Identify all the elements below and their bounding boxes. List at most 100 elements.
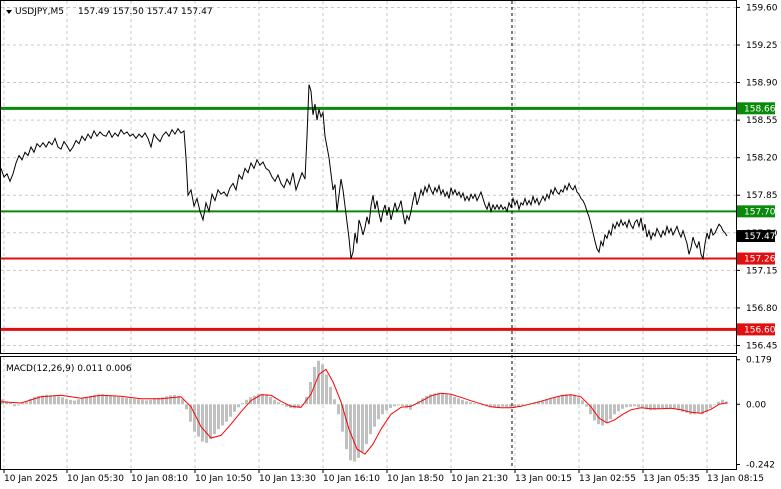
macd-histogram-bar <box>13 404 16 407</box>
macd-histogram-bar <box>141 399 144 405</box>
macd-histogram-bar <box>277 402 280 405</box>
macd-histogram-bar <box>265 394 268 405</box>
macd-histogram-bar <box>17 404 20 406</box>
macd-histogram-bar <box>121 397 124 405</box>
macd-histogram-bar <box>209 404 212 440</box>
macd-histogram-bar <box>257 394 260 405</box>
price-line <box>0 84 728 261</box>
current-price-label: 157.47 <box>744 232 776 242</box>
macd-histogram-bar <box>625 404 628 408</box>
macd-histogram-bar <box>357 404 360 458</box>
macd-histogram-bar <box>145 400 148 405</box>
macd-histogram-bar <box>69 399 72 405</box>
macd-histogram-bar <box>369 404 372 435</box>
macd-histogram-bar <box>473 403 476 405</box>
macd-tick-label: 0.00 <box>746 400 766 410</box>
time-tick-label: 13 Jan 02:55 <box>579 474 636 484</box>
support-resistance-levels <box>1 106 736 331</box>
macd-histogram-bar <box>201 404 204 442</box>
macd-histogram-bar <box>365 404 368 445</box>
macd-histogram-bar <box>549 397 552 405</box>
macd-histogram-bar <box>89 395 92 405</box>
macd-histogram-bar <box>553 396 556 405</box>
macd-histogram-bar <box>337 404 340 415</box>
macd-histogram-bar <box>477 403 480 405</box>
macd-histogram-bar <box>585 404 588 407</box>
macd-histogram-bar <box>321 364 324 405</box>
macd-histogram-bar <box>353 404 356 462</box>
macd-histogram-bar <box>161 397 164 405</box>
macd-histogram-bar <box>577 397 580 405</box>
macd-histogram-bar <box>641 404 644 409</box>
macd-axis: 0.179 0.00 -0.242 <box>736 356 775 471</box>
macd-histogram-bar <box>169 395 172 405</box>
macd-histogram-bar <box>93 394 96 405</box>
macd-histogram-bar <box>541 400 544 405</box>
macd-histogram-bar <box>649 404 652 411</box>
macd-histogram-bar <box>361 404 364 452</box>
macd-histogram-bar <box>217 404 220 430</box>
macd-histogram-bar <box>205 404 208 443</box>
price-tick-label: 158.90 <box>746 79 778 89</box>
macd-histogram-bar <box>397 404 400 406</box>
price-level-badge <box>737 102 775 115</box>
macd-histogram-bar <box>269 396 272 405</box>
macd-histogram-bar <box>521 404 524 406</box>
macd-histogram-bar <box>317 360 320 405</box>
macd-histogram-bar <box>669 404 672 408</box>
macd-histogram-bar <box>717 401 720 405</box>
macd-histogram-bar <box>105 395 108 405</box>
chart-ohlc: 157.49 157.50 157.47 157.47 <box>78 7 213 17</box>
macd-histogram-bar <box>633 404 636 407</box>
macd-histogram-bar <box>101 394 104 405</box>
price-tick-label: 157.85 <box>746 191 778 201</box>
price-level-label: 156.60 <box>744 325 776 335</box>
current-price-badge <box>737 230 775 243</box>
macd-histogram-bar <box>373 404 376 427</box>
macd-histogram-bar <box>381 404 384 415</box>
macd-histogram-bar <box>53 395 56 405</box>
macd-histogram-bar <box>701 404 704 415</box>
macd-signal-line <box>0 368 728 455</box>
dropdown-triangle-icon[interactable] <box>6 10 12 14</box>
macd-histogram-bar <box>489 404 492 408</box>
macd-histogram-bar <box>221 404 224 426</box>
macd-histogram-bar <box>621 404 624 409</box>
macd-histogram-bar <box>493 404 496 408</box>
macd-histogram-bar <box>705 404 708 412</box>
price-level-label: 157.26 <box>744 255 776 265</box>
macd-histogram-bar <box>677 404 680 411</box>
macd-histogram-bar <box>33 396 36 405</box>
macd-histogram-bar <box>569 394 572 405</box>
macd-histogram-bar <box>613 404 616 415</box>
macd-histogram-bar <box>253 395 256 405</box>
chart-symbol: USDJPY,M5 <box>15 7 64 17</box>
macd-histogram-bar <box>261 393 264 405</box>
macd-panel-frame <box>0 356 737 470</box>
macd-histogram-bar <box>273 399 276 405</box>
macd-histogram-bar <box>409 404 412 410</box>
time-tick-label: 10 Jan 21:30 <box>451 474 508 484</box>
macd-histogram-bar <box>245 399 248 405</box>
macd-histogram-bar <box>45 394 48 405</box>
macd-histogram-bar <box>165 396 168 405</box>
macd-histogram-bar <box>377 404 380 420</box>
macd-histogram-bar <box>173 394 176 405</box>
macd-histogram-bar <box>573 395 576 405</box>
macd-histogram-bar <box>657 404 660 409</box>
macd-histogram-bar <box>85 396 88 405</box>
macd-series <box>0 360 728 462</box>
macd-histogram-bar <box>73 400 76 405</box>
macd-histogram-bar <box>341 404 344 432</box>
macd-histogram-bar <box>481 404 484 406</box>
macd-histogram-bar <box>425 395 428 405</box>
macd-histogram-bar <box>673 404 676 409</box>
macd-histogram-bar <box>445 394 448 405</box>
time-tick-label: 10 Jan 18:50 <box>387 474 444 484</box>
macd-histogram-bar <box>21 402 24 405</box>
macd-histogram-bar <box>345 404 348 450</box>
macd-histogram-bar <box>177 395 180 405</box>
macd-histogram-bar <box>61 397 64 405</box>
macd-histogram-bar <box>229 404 232 417</box>
